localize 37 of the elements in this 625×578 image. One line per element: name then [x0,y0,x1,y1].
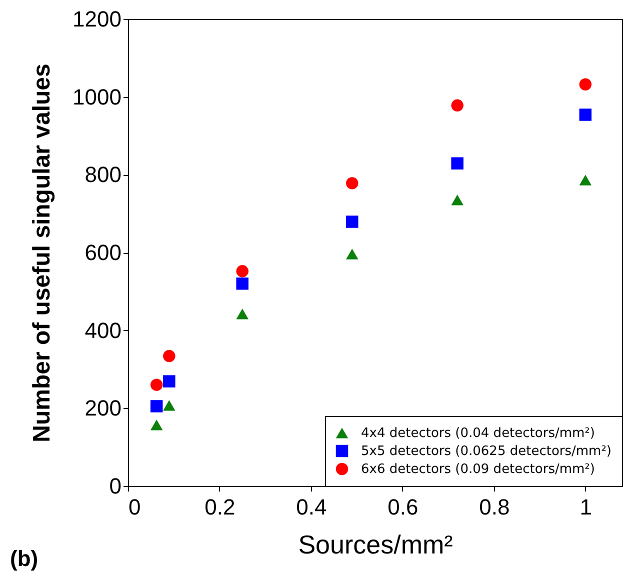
y-tick-label: 200 [84,396,122,421]
point [150,400,163,412]
y-axis-title: Number of useful singular values [28,64,56,442]
legend-label: 4x4 detectors (0.04 detectors/mm²) [361,426,595,441]
point [579,78,592,90]
point [451,194,464,206]
x-tick-label: 0.8 [479,494,510,520]
point [236,265,248,278]
point [579,174,592,186]
point [163,375,176,388]
point [150,378,163,391]
x-tick-label: 0.4 [296,494,327,520]
point [150,420,163,430]
text: (b) [10,546,38,571]
y-tick-label: 1200 [72,6,122,32]
y-tick-label: 400 [84,318,122,343]
y-tick-label: 600 [84,240,122,265]
point [163,400,176,411]
point [451,99,464,112]
legend-label: 6x6 detectors (0.09 detectors/mm²) [361,462,595,477]
point [236,308,248,320]
point [346,248,358,260]
y-tick-label: 0 [109,474,122,498]
point [346,177,358,190]
point [346,216,358,228]
point [579,108,592,121]
y-tick-label: 800 [84,162,122,188]
point [451,157,464,170]
x-axis-title: Sources/mm² [298,530,454,560]
point [163,350,176,362]
legend-label: 5x5 detectors (0.0625 detectors/mm²) [361,444,612,459]
x-tick-label: 1 [580,494,592,520]
x-tick-label: 0.6 [388,494,418,520]
y-tick-label: 1000 [72,84,122,110]
x-tick-label: 0 [128,494,141,520]
point [236,278,248,290]
x-tick-label: 0.2 [204,494,236,520]
